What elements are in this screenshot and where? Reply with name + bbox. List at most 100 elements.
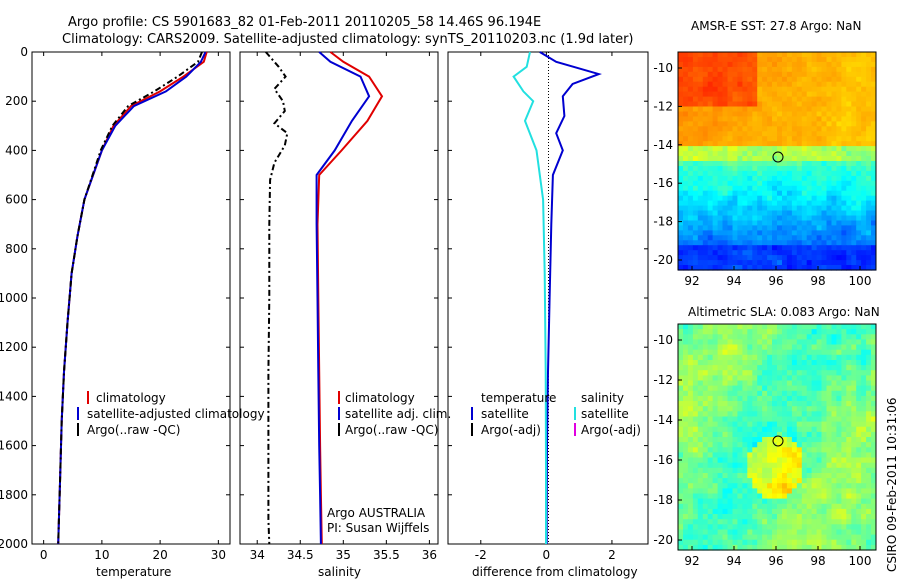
map-cell [722,411,728,417]
map-cell [687,76,694,83]
map-cell [762,166,768,172]
map-cell [737,354,743,361]
map-cell [757,467,763,474]
map-cell [722,185,728,192]
map-cell [856,503,862,510]
map-cell [683,519,689,525]
map-cell [796,390,803,397]
map-cell [692,329,699,335]
map-cell [871,91,877,98]
map-cell [732,141,738,147]
map-cell [687,503,694,510]
map-cell [727,255,733,261]
sst-map-ticks: 92 94 96 98 100-10-12-14-16-18-20 [653,61,871,288]
map-cell [777,334,783,340]
map-cell [831,390,837,397]
map-cell [757,395,763,402]
map-cell [727,493,733,500]
map-cell [742,81,748,88]
map-cell [851,519,857,525]
map-cell [796,426,803,433]
map-cell [831,426,837,433]
map-cell [796,230,803,236]
map-cell [772,473,778,479]
map-cell [826,442,832,448]
map-cell [821,534,827,541]
map-cell [697,431,704,438]
map-cell [732,498,738,505]
map-cell [732,245,738,251]
map-cell [678,437,684,443]
map-cell [742,365,748,371]
map-cell [846,225,852,231]
map-cell [772,431,778,438]
map-cell [821,131,827,137]
map-cell [732,126,738,132]
map-cell [732,431,738,438]
map-cell [861,111,867,118]
map-cell [678,339,684,346]
map-cell [786,416,793,423]
map-cell [811,235,818,241]
map-cell [727,151,733,157]
map-cell [678,534,684,541]
map-cell [811,185,818,192]
map-cell [801,190,808,197]
map-cell [826,156,832,162]
map-cell [801,421,808,428]
map-cell [851,360,857,366]
map-cell [772,534,778,541]
map-cell [826,395,832,402]
map-cell [767,508,773,515]
map-cell [811,215,818,222]
map-cell [722,101,728,108]
map-cell [871,141,877,147]
map-cell [777,483,783,489]
map-cell [861,544,867,551]
map-cell [782,255,788,261]
map-cell [806,524,813,530]
map-cell [737,529,743,536]
map-cell [861,534,867,541]
map-cell [816,524,823,530]
map-cell [782,210,788,217]
map-cell [856,452,862,459]
map-cell [683,240,689,246]
map-cell [757,421,763,428]
map-cell [692,344,699,351]
map-cell [861,416,867,423]
map-cell [826,260,832,266]
map-cell [786,180,793,187]
map-cell [757,539,763,546]
map-cell [811,411,818,417]
map-cell [678,406,684,412]
map-cell [841,380,847,387]
map-cell [851,156,857,162]
map-cell [782,200,788,207]
map-cell [777,106,783,113]
map-cell [777,195,783,202]
map-cell [683,170,689,177]
map-cell [871,151,877,157]
map-cell [747,151,753,157]
map-cell [782,161,788,167]
map-cell [861,529,867,536]
map-cell [707,81,714,88]
map-cell [801,349,808,356]
map-cell [791,210,798,217]
map-cell [762,411,768,417]
map-cell [851,170,857,177]
map-cell [796,175,803,182]
map-cell [732,544,738,551]
map-cell [722,175,728,182]
map-cell [747,395,753,402]
map-cell [866,334,872,340]
map-cell [683,161,689,167]
map-cell [871,467,877,474]
map-cell [742,493,748,500]
map-cell [806,467,813,474]
map-cell [683,483,689,489]
map-cell [692,462,699,469]
map-cell [851,57,857,63]
map-cell [747,380,753,387]
